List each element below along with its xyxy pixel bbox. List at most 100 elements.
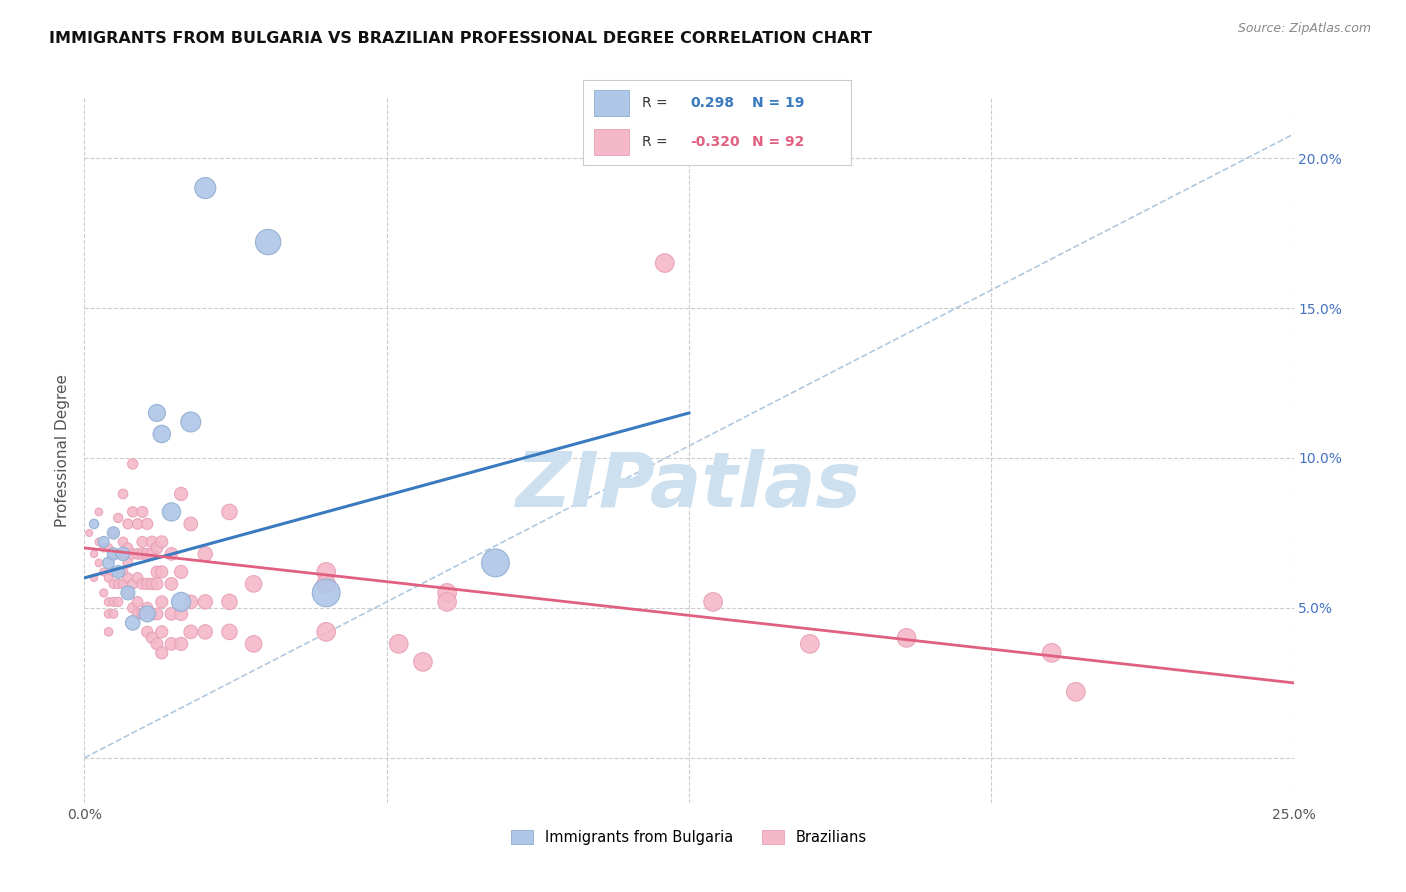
Point — [180, 624, 202, 639]
Point — [93, 541, 115, 555]
Text: -0.320: -0.320 — [690, 136, 740, 149]
Point — [117, 516, 139, 531]
Point — [131, 535, 153, 549]
Point — [107, 547, 129, 561]
Point — [896, 631, 918, 645]
Point — [112, 535, 135, 549]
Point — [121, 505, 143, 519]
Point — [436, 595, 458, 609]
Point — [218, 624, 240, 639]
Point — [315, 565, 337, 579]
Point — [112, 565, 135, 579]
Point — [1040, 646, 1063, 660]
Point — [170, 595, 193, 609]
Point — [180, 516, 202, 531]
Point — [107, 565, 129, 579]
Point — [150, 595, 173, 609]
Point — [103, 595, 125, 609]
Point — [412, 655, 434, 669]
Point — [112, 577, 135, 591]
Point — [83, 516, 105, 531]
Point — [315, 624, 337, 639]
Point — [87, 505, 110, 519]
Point — [131, 547, 153, 561]
Point — [131, 505, 153, 519]
Point — [141, 631, 163, 645]
Point — [93, 535, 115, 549]
Text: N = 92: N = 92 — [752, 136, 804, 149]
Point — [160, 547, 183, 561]
Point — [242, 637, 264, 651]
Point — [141, 577, 163, 591]
Point — [77, 525, 100, 540]
Point — [150, 565, 173, 579]
Point — [121, 457, 143, 471]
Point — [121, 577, 143, 591]
Point — [112, 547, 135, 561]
Point — [117, 541, 139, 555]
Point — [103, 577, 125, 591]
Point — [93, 565, 115, 579]
Point — [170, 607, 193, 621]
Point — [194, 624, 217, 639]
Point — [97, 624, 120, 639]
Point — [103, 525, 125, 540]
Text: 0.298: 0.298 — [690, 96, 734, 110]
Point — [136, 600, 159, 615]
Point — [117, 556, 139, 570]
Point — [180, 595, 202, 609]
Point — [97, 541, 120, 555]
Point — [315, 577, 337, 591]
Point — [150, 427, 173, 442]
Point — [112, 547, 135, 561]
Point — [127, 595, 149, 609]
Point — [83, 547, 105, 561]
Point — [117, 586, 139, 600]
Point — [146, 541, 169, 555]
FancyBboxPatch shape — [595, 129, 628, 155]
Point — [146, 577, 169, 591]
Point — [170, 637, 193, 651]
Point — [136, 577, 159, 591]
Point — [103, 607, 125, 621]
Text: R =: R = — [643, 136, 672, 149]
Point — [160, 637, 183, 651]
Point — [127, 547, 149, 561]
Point — [218, 505, 240, 519]
Y-axis label: Professional Degree: Professional Degree — [55, 374, 70, 527]
Point — [93, 586, 115, 600]
Text: Source: ZipAtlas.com: Source: ZipAtlas.com — [1237, 22, 1371, 36]
FancyBboxPatch shape — [595, 90, 628, 116]
Point — [146, 406, 169, 420]
Point — [150, 624, 173, 639]
Point — [160, 577, 183, 591]
Point — [436, 586, 458, 600]
Point — [141, 535, 163, 549]
Point — [136, 516, 159, 531]
Point — [97, 607, 120, 621]
Point — [121, 600, 143, 615]
Point — [654, 256, 676, 270]
Point — [315, 586, 337, 600]
Point — [136, 607, 159, 621]
Point — [103, 565, 125, 579]
Point — [141, 547, 163, 561]
Point — [131, 577, 153, 591]
Point — [112, 487, 135, 501]
Text: IMMIGRANTS FROM BULGARIA VS BRAZILIAN PROFESSIONAL DEGREE CORRELATION CHART: IMMIGRANTS FROM BULGARIA VS BRAZILIAN PR… — [49, 31, 872, 46]
Point — [117, 571, 139, 585]
Point — [103, 525, 125, 540]
Point — [150, 535, 173, 549]
Point — [121, 615, 143, 630]
Point — [194, 547, 217, 561]
Point — [107, 595, 129, 609]
Point — [180, 415, 202, 429]
Point — [194, 181, 217, 195]
Point — [97, 571, 120, 585]
Point — [87, 535, 110, 549]
Point — [1064, 685, 1087, 699]
Point — [242, 577, 264, 591]
Point — [87, 556, 110, 570]
Point — [131, 607, 153, 621]
Point — [194, 595, 217, 609]
